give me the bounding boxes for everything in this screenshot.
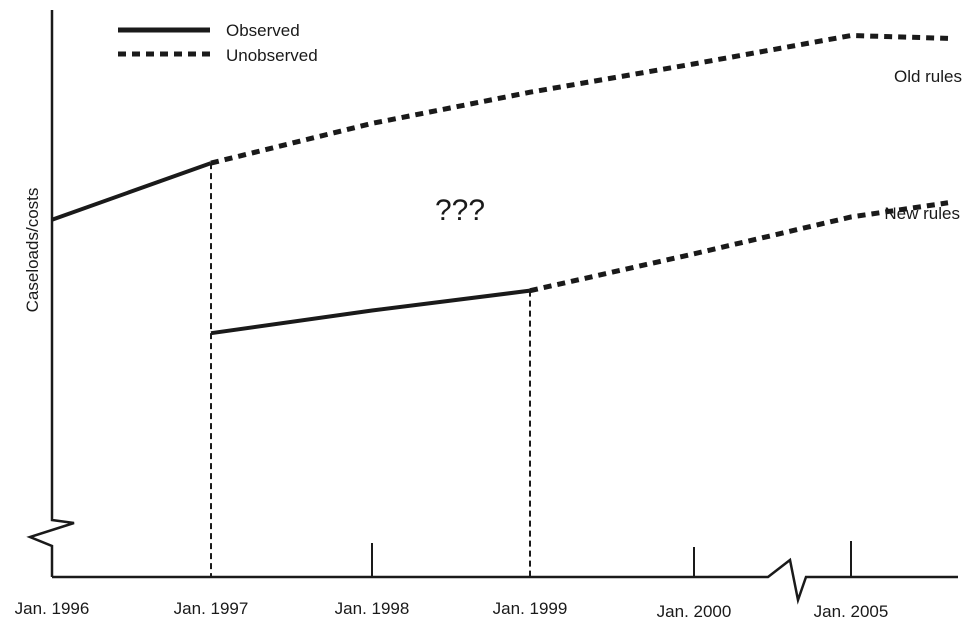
- x-axis: [52, 557, 958, 605]
- series-lines: [51, 33, 949, 336]
- series-old-rules-observed-line: [51, 161, 212, 222]
- series-new-rules-observed-line: [210, 288, 531, 336]
- legend-label-unobserved: Unobserved: [226, 46, 318, 65]
- series-label-old-rules: Old rules: [894, 67, 962, 86]
- annotation-question: ???: [435, 194, 485, 227]
- vertical-markers: [210, 163, 531, 577]
- legend: Observed Unobserved: [118, 21, 318, 65]
- series-old-rules-unobserved-line: [210, 33, 949, 166]
- x-tick-label-jan-2000: Jan. 2000: [657, 602, 732, 620]
- x-tick-label-jan-1999: Jan. 1999: [493, 599, 568, 618]
- legend-label-observed: Observed: [226, 21, 300, 40]
- series-label-new-rules: New rules: [884, 204, 960, 223]
- x-tick-label-jan-1997: Jan. 1997: [174, 599, 249, 618]
- series-new-rules-unobserved-line: [529, 200, 949, 294]
- x-tick-label-jan-1998: Jan. 1998: [335, 599, 410, 618]
- y-axis: [26, 10, 75, 577]
- x-tick-label-jan-2005: Jan. 2005: [814, 602, 889, 620]
- x-tick-marks: [371, 541, 852, 577]
- x-tick-labels: Jan. 1996 Jan. 1997 Jan. 1998 Jan. 1999 Jan.…: [15, 599, 889, 620]
- y-axis-label: Caseloads/costs: [23, 188, 42, 313]
- x-tick-label-jan-1996: Jan. 1996: [15, 599, 90, 618]
